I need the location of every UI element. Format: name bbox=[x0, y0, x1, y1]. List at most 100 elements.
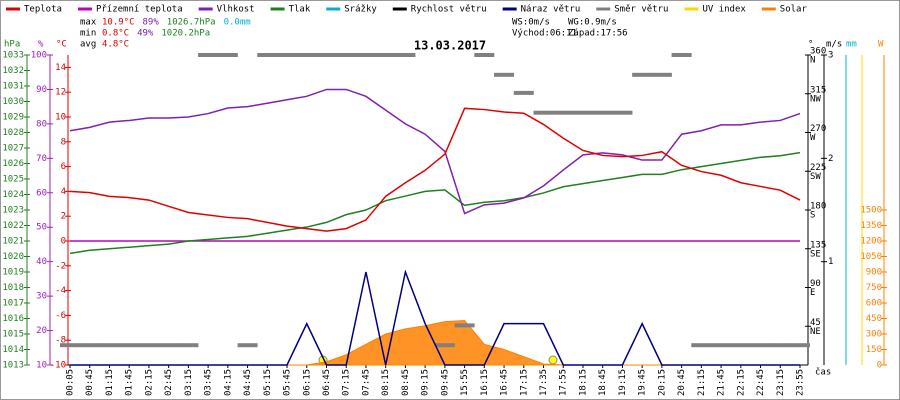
y-tick-label: 1027 bbox=[2, 144, 24, 154]
y-tick-label: 60 bbox=[36, 188, 47, 198]
y-tick-name: SE bbox=[810, 249, 821, 259]
wind-direction-dash bbox=[711, 343, 732, 348]
stat-value: 89% bbox=[143, 18, 160, 28]
y-tick-label: 1019 bbox=[2, 268, 24, 278]
wind-direction-dash bbox=[158, 343, 179, 348]
y-tick-label: 10 bbox=[55, 113, 66, 123]
x-tick-label: 00:05 bbox=[66, 369, 76, 396]
y-tick-label: 2 bbox=[828, 154, 833, 164]
y-tick-label: 300 bbox=[866, 330, 882, 340]
y-tick-label: 1031 bbox=[2, 82, 24, 92]
wind-direction-dash bbox=[454, 323, 475, 328]
x-tick-label: 05:45 bbox=[283, 369, 293, 396]
x-tick-label: 22:45 bbox=[756, 369, 766, 396]
wind-direction-dash bbox=[533, 110, 554, 115]
y-tick-label: 270 bbox=[810, 124, 826, 134]
x-tick-label: 01:15 bbox=[105, 369, 115, 396]
series-line bbox=[70, 269, 800, 366]
stat-label: avg bbox=[80, 40, 96, 50]
y-tick-label: 1016 bbox=[2, 314, 24, 324]
legend-label: Solar bbox=[780, 5, 808, 15]
y-tick-label: 360 bbox=[810, 47, 826, 57]
y-tick-label: 70 bbox=[36, 154, 47, 164]
y-tick-name: N bbox=[810, 56, 815, 66]
series-line bbox=[69, 151, 801, 255]
legend-label: Vlhkost bbox=[217, 5, 255, 15]
y-tick-name: NW bbox=[810, 94, 821, 104]
wind-direction-dash bbox=[691, 343, 712, 348]
stat-value: 10.9°C bbox=[102, 18, 135, 28]
x-tick-label: 21:45 bbox=[717, 369, 727, 396]
y-tick-label: 225 bbox=[810, 163, 826, 173]
wind-direction-dash bbox=[790, 343, 810, 348]
y-tick-name: E bbox=[810, 288, 815, 298]
legend-label: Náraz větru bbox=[521, 5, 581, 15]
wind-direction-dash bbox=[119, 343, 140, 348]
wind-direction-dash bbox=[198, 53, 219, 57]
sunrise: Východ:06:11 bbox=[512, 29, 577, 39]
wind-direction-dash bbox=[395, 53, 416, 57]
x-tick-label: 18:45 bbox=[598, 369, 608, 396]
x-tick-label: 22:15 bbox=[736, 369, 746, 396]
wind-direction-dash bbox=[277, 53, 298, 57]
y-tick-label: -8 bbox=[55, 336, 66, 346]
wind-direction-dash bbox=[336, 53, 357, 57]
wind-direction-dash bbox=[375, 53, 396, 57]
y-tick-label: 180 bbox=[810, 202, 826, 212]
y-tick-label: 135 bbox=[810, 240, 826, 250]
y-tick-label: -6 bbox=[55, 311, 66, 321]
wind-direction-dash bbox=[770, 343, 791, 348]
y-axis-unit: m/s bbox=[826, 40, 842, 50]
legend-label: Přízemní teplota bbox=[96, 5, 183, 15]
y-tick-label: 1021 bbox=[2, 237, 24, 247]
y-tick-label: 1020 bbox=[2, 252, 24, 262]
y-tick-label: 80 bbox=[36, 119, 47, 129]
y-tick-label: 1029 bbox=[2, 113, 24, 123]
wind-direction-dash bbox=[592, 110, 613, 115]
wind-direction-dash bbox=[612, 110, 633, 115]
x-tick-label: 06:45 bbox=[322, 369, 332, 396]
y-axis-unit: mm bbox=[846, 40, 857, 50]
y-tick-label: 10 bbox=[36, 361, 47, 371]
y-tick-label: 0 bbox=[877, 361, 882, 371]
x-axis-label: čas bbox=[815, 367, 831, 378]
y-axis-unit: °C bbox=[56, 40, 67, 50]
x-tick-label: 03:15 bbox=[184, 369, 194, 396]
wind-direction-dash bbox=[651, 72, 672, 77]
x-tick-label: 16:15 bbox=[480, 369, 490, 396]
wind-direction-dash bbox=[494, 72, 515, 77]
y-tick-label: 8 bbox=[61, 137, 66, 147]
x-tick-label: 09:15 bbox=[421, 369, 431, 396]
y-tick-label: 45 bbox=[810, 318, 821, 328]
chart-title: 13.03.2017 bbox=[414, 39, 486, 53]
y-tick-label: 90 bbox=[810, 279, 821, 289]
y-tick-label: -2 bbox=[55, 261, 66, 271]
y-tick-label: 1030 bbox=[2, 97, 24, 107]
stat-value: 4.8°C bbox=[102, 40, 129, 50]
wind-direction-dash bbox=[553, 110, 574, 115]
x-tick-label: 23:15 bbox=[776, 369, 786, 396]
y-tick-label: 12 bbox=[55, 88, 66, 98]
y-tick-label: 1500 bbox=[860, 206, 882, 216]
wind-direction-dash bbox=[355, 53, 376, 57]
y-tick-label: 90 bbox=[36, 85, 47, 95]
legend-label: Srážky bbox=[344, 5, 377, 15]
x-tick-label: 20:15 bbox=[657, 369, 667, 396]
y-tick-label: 1015 bbox=[2, 330, 24, 340]
y-tick-name: NE bbox=[810, 327, 821, 337]
wind-direction-dash bbox=[632, 72, 653, 77]
wind-speed: WS:0m/s bbox=[512, 18, 550, 28]
y-tick-label: 3 bbox=[828, 51, 833, 61]
sunset-marker bbox=[548, 355, 558, 365]
wind-direction-dash bbox=[296, 53, 317, 57]
legend-label: Rychlost větru bbox=[411, 5, 487, 15]
x-tick-label: 07:45 bbox=[361, 369, 371, 396]
y-tick-label: 4 bbox=[61, 187, 66, 197]
y-tick-label: 600 bbox=[866, 299, 882, 309]
x-tick-label: 23:55 bbox=[796, 369, 806, 396]
x-tick-label: 20:45 bbox=[677, 369, 687, 396]
wind-direction-dash bbox=[513, 90, 534, 95]
y-axis-unit: hPa bbox=[4, 40, 20, 50]
stat-value: 1020.2hPa bbox=[161, 29, 210, 39]
